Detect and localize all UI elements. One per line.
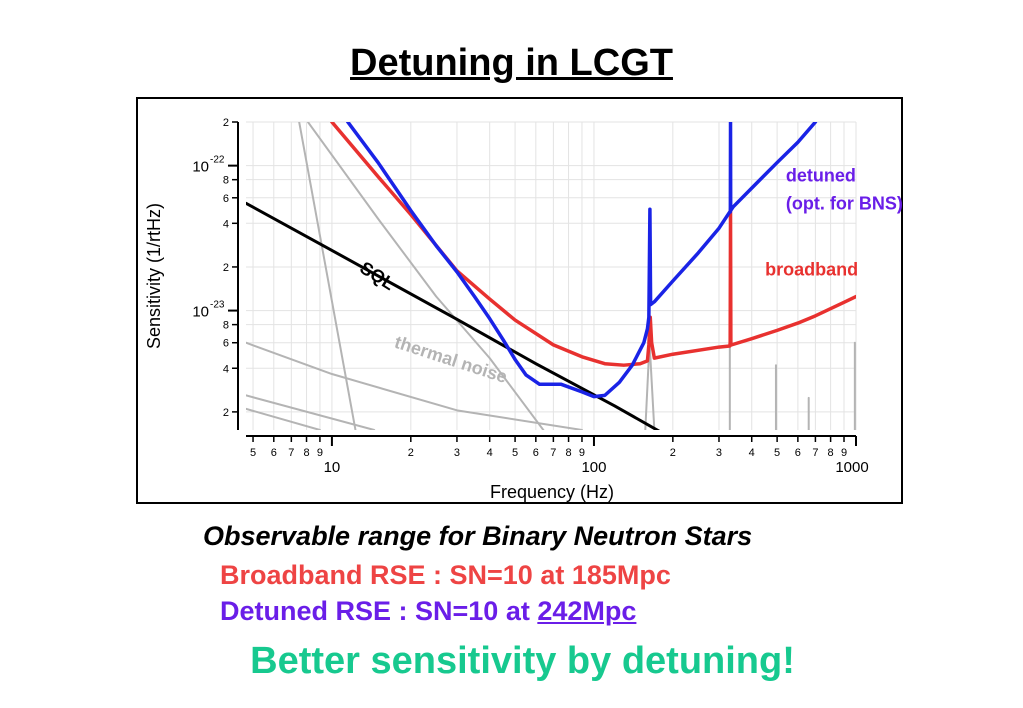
y-minor-tick-label: 6 bbox=[223, 338, 229, 350]
x-minor-tick-label: 6 bbox=[533, 447, 539, 459]
conclusion-text: Better sensitivity by detuning! bbox=[250, 640, 795, 682]
axes: 5 6 7 8 9 2 3 4 5 6 7 8 9 2 3 4 5 6 7 8 910 100 10002864286421… bbox=[192, 117, 868, 476]
x-minor-tick-label: 6 bbox=[795, 447, 801, 459]
series-thermal-e bbox=[246, 407, 321, 430]
y-major-tick-exponent: -23 bbox=[210, 300, 225, 311]
y-minor-tick-label: 2 bbox=[223, 262, 229, 274]
x-minor-tick-label: 8 bbox=[828, 447, 834, 459]
series-thermal-d bbox=[246, 394, 376, 430]
x-minor-tick-label: 5 bbox=[774, 447, 780, 459]
x-minor-tick-label: 7 bbox=[288, 447, 294, 459]
detuned-result: Detuned RSE : SN=10 at 242Mpc bbox=[220, 596, 636, 627]
y-minor-tick-label: 4 bbox=[223, 218, 229, 230]
grid bbox=[246, 121, 857, 430]
x-minor-tick-label: 9 bbox=[579, 447, 585, 459]
series-layer bbox=[246, 122, 856, 430]
y-axis-label: Sensitivity (1/rtHz) bbox=[144, 203, 164, 349]
annotation-opt-for-bns: (opt. for BNS) bbox=[786, 193, 903, 213]
x-minor-tick-label: 7 bbox=[812, 447, 818, 459]
x-minor-tick-label: 2 bbox=[408, 447, 414, 459]
x-major-tick-label: 1000 bbox=[835, 459, 868, 476]
observable-heading: Observable range for Binary Neutron Star… bbox=[203, 521, 753, 551]
page-title: Detuning in LCGT bbox=[350, 42, 673, 84]
x-axis-label: Frequency (Hz) bbox=[490, 482, 614, 502]
x-minor-tick-label: 4 bbox=[749, 447, 755, 459]
annotation-detuned: detuned bbox=[786, 165, 856, 185]
detuned-range: 242Mpc bbox=[537, 596, 637, 626]
x-minor-tick-label: 9 bbox=[841, 447, 847, 459]
series-sql bbox=[246, 201, 661, 430]
x-minor-tick-label: 3 bbox=[716, 447, 722, 459]
x-minor-tick-label: 5 bbox=[512, 447, 518, 459]
series-thermal-a bbox=[298, 122, 357, 430]
annotation-broadband: broadband bbox=[765, 259, 858, 279]
series-detuned bbox=[346, 122, 818, 399]
x-minor-tick-label: 5 bbox=[250, 447, 256, 459]
series-thermal-c bbox=[246, 341, 583, 430]
x-minor-tick-label: 7 bbox=[550, 447, 556, 459]
x-major-tick-label: 10 bbox=[324, 459, 341, 476]
y-minor-tick-label: 8 bbox=[223, 175, 229, 187]
y-minor-tick-label: 6 bbox=[223, 193, 229, 205]
y-minor-tick-label: 2 bbox=[223, 117, 229, 129]
y-major-tick-exponent: -22 bbox=[210, 155, 225, 166]
y-minor-tick-label: 2 bbox=[223, 407, 229, 419]
x-minor-tick-label: 3 bbox=[454, 447, 460, 459]
x-minor-tick-label: 9 bbox=[317, 447, 323, 459]
broadband-result: Broadband RSE : SN=10 at 185Mpc bbox=[220, 560, 671, 590]
series-thermal-b bbox=[306, 122, 545, 430]
x-major-tick-label: 100 bbox=[581, 459, 606, 476]
y-minor-tick-label: 4 bbox=[223, 363, 229, 375]
x-minor-tick-label: 2 bbox=[670, 447, 676, 459]
y-major-tick-label: 10 bbox=[192, 159, 209, 176]
annotation-sql: SQL bbox=[356, 258, 398, 295]
detuned-result-prefix: Detuned RSE : SN=10 at bbox=[220, 596, 538, 626]
x-minor-tick-label: 6 bbox=[271, 447, 277, 459]
x-minor-tick-label: 4 bbox=[487, 447, 493, 459]
x-minor-tick-label: 8 bbox=[303, 447, 309, 459]
series-broadband bbox=[330, 122, 856, 367]
x-minor-tick-label: 8 bbox=[566, 447, 572, 459]
y-minor-tick-label: 8 bbox=[223, 320, 229, 332]
y-major-tick-label: 10 bbox=[192, 304, 209, 321]
